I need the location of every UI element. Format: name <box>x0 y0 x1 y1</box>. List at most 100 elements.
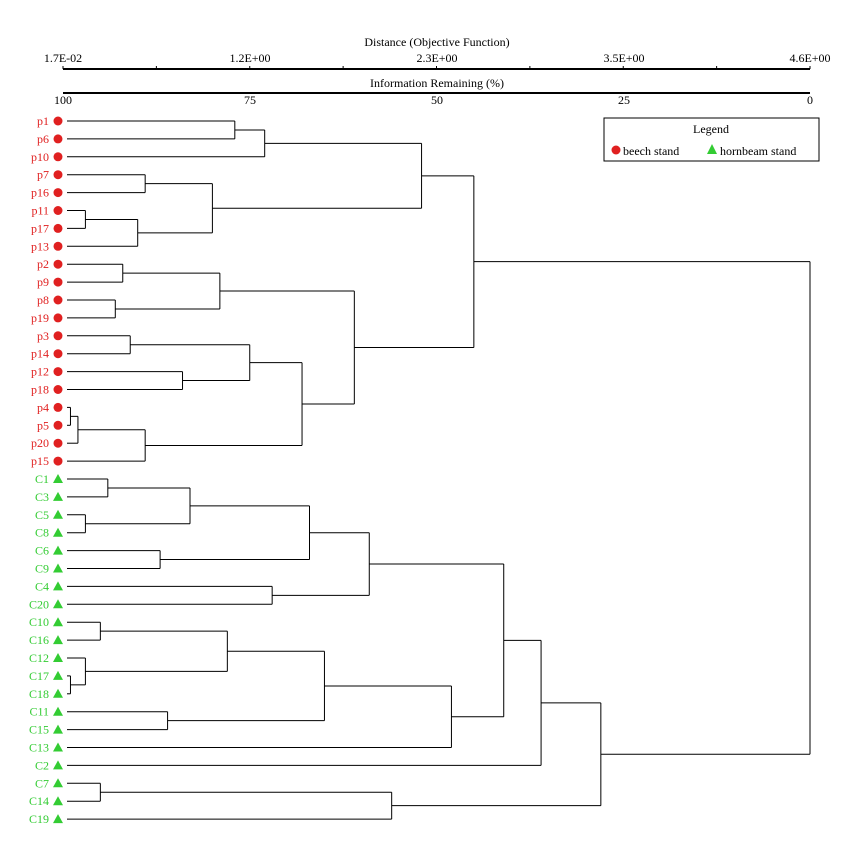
leaf-marker <box>53 420 63 430</box>
top-tick-label-2: 2.3E+00 <box>416 51 457 65</box>
leaf-label: p7 <box>37 168 49 182</box>
leaf-marker <box>53 563 63 573</box>
leaf-label: C12 <box>29 651 49 665</box>
leaf-marker <box>53 438 63 448</box>
top-tick-label-1: 1.2E+00 <box>229 51 270 65</box>
legend: Legend beech stand hornbeam stand <box>603 117 820 162</box>
leaf-label: p3 <box>37 329 49 343</box>
leaf-marker <box>53 527 63 537</box>
leaf-label: p4 <box>37 400 49 414</box>
leaf-label: C19 <box>29 812 49 826</box>
leaf-label: C17 <box>29 669 49 683</box>
leaf-marker <box>53 688 63 698</box>
legend-title: Legend <box>693 122 729 136</box>
leaf-marker <box>53 116 63 126</box>
leaf-label: p12 <box>31 365 49 379</box>
leaf-label: p6 <box>37 132 49 146</box>
leaf-marker <box>53 402 63 412</box>
leaf-label: p5 <box>37 418 49 432</box>
leaf-marker <box>53 653 63 662</box>
leaf-label: p13 <box>31 239 49 253</box>
leaf-label: C5 <box>35 508 49 522</box>
leaf-marker <box>53 367 63 377</box>
top-axis: Distance (Objective Function) 1.7E-02 1.… <box>44 35 831 70</box>
leaf-marker <box>53 152 63 162</box>
top-axis-ticks <box>62 66 811 69</box>
leaf-label: p14 <box>31 347 49 361</box>
leaf-label: p19 <box>31 311 49 325</box>
leaf-marker <box>53 277 63 287</box>
leaf-marker <box>53 599 63 609</box>
leaf-label: C11 <box>29 705 49 719</box>
leaf-label: p9 <box>37 275 49 289</box>
info-tick-label-0: 100 <box>54 93 72 107</box>
info-tick-label-3: 25 <box>618 93 630 107</box>
leaf-label: p18 <box>31 383 49 397</box>
leaf-marker <box>53 456 63 466</box>
legend-beech-marker <box>611 145 621 155</box>
leaf-label: C9 <box>35 562 49 576</box>
dendrogram-links <box>67 120 811 820</box>
leaf-marker <box>53 313 63 323</box>
leaf-labels: p1 p6 p10 p7 p16 p11 p17 p13 p2 p9 p8 p19 p3 p14 p12 p1… <box>29 114 63 826</box>
leaf-marker <box>53 778 63 788</box>
leaf-marker <box>53 349 63 359</box>
leaf-label: p1 <box>37 114 49 128</box>
leaf-marker <box>53 814 63 824</box>
leaf-marker <box>53 670 63 680</box>
leaf-label: C15 <box>29 723 49 737</box>
leaf-marker <box>53 474 63 483</box>
leaf-label: C16 <box>29 633 49 647</box>
leaf-marker <box>53 331 63 341</box>
leaf-marker <box>53 134 63 144</box>
leaf-label: C2 <box>35 758 49 772</box>
leaf-marker <box>53 545 63 555</box>
leaf-label: C14 <box>29 794 49 808</box>
info-axis: Information Remaining (%) 100 75 50 25 0 <box>54 76 813 107</box>
leaf-marker <box>53 724 63 734</box>
leaf-marker <box>53 509 63 519</box>
top-tick-label-4: 4.6E+00 <box>789 51 830 65</box>
leaf-label: p20 <box>31 436 49 450</box>
leaf-marker <box>53 742 63 752</box>
legend-hornbeam-label: hornbeam stand <box>720 144 796 158</box>
legend-beech-label: beech stand <box>623 144 679 158</box>
leaf-marker <box>53 385 63 394</box>
leaf-label: C10 <box>29 615 49 629</box>
leaf-marker <box>53 188 63 198</box>
leaf-label: C4 <box>35 579 49 593</box>
leaf-marker <box>53 170 63 180</box>
leaf-label: p15 <box>31 454 49 468</box>
leaf-marker <box>53 581 63 591</box>
leaf-label: C3 <box>35 490 49 504</box>
leaf-marker <box>53 706 63 716</box>
leaf-marker <box>53 491 63 501</box>
leaf-label: p11 <box>31 204 49 218</box>
leaf-label: p16 <box>31 186 49 200</box>
leaf-label: C20 <box>29 597 49 611</box>
leaf-label: p8 <box>37 293 49 307</box>
leaf-label: p17 <box>31 221 49 235</box>
leaf-label: p10 <box>31 150 49 164</box>
top-tick-label-3: 3.5E+00 <box>603 51 644 65</box>
leaf-label: C1 <box>35 472 49 486</box>
leaf-marker <box>53 295 63 305</box>
leaf-marker <box>53 760 63 770</box>
leaf-marker <box>53 206 63 215</box>
info-tick-label-4: 0 <box>807 93 813 107</box>
top-tick-label-0: 1.7E-02 <box>44 51 82 65</box>
leaf-marker <box>53 223 63 233</box>
leaf-marker <box>53 259 63 269</box>
leaf-marker <box>53 617 63 627</box>
leaf-label: C18 <box>29 687 49 701</box>
top-axis-title: Distance (Objective Function) <box>364 35 509 49</box>
info-axis-title: Information Remaining (%) <box>370 76 504 90</box>
leaf-marker <box>53 635 63 645</box>
leaf-marker <box>53 241 63 251</box>
legend-hornbeam-marker <box>707 144 717 154</box>
info-tick-label-1: 75 <box>244 93 256 107</box>
leaf-label: C8 <box>35 526 49 540</box>
leaf-label: C6 <box>35 544 49 558</box>
leaf-label: C7 <box>35 776 49 790</box>
